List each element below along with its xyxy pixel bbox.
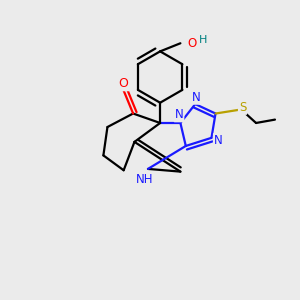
Text: N: N [175, 108, 183, 122]
Text: N: N [192, 91, 201, 104]
Text: S: S [239, 101, 246, 114]
Text: H: H [199, 35, 207, 45]
Text: O: O [119, 77, 129, 90]
Text: NH: NH [136, 173, 153, 186]
Text: O: O [187, 37, 196, 50]
Text: N: N [214, 134, 223, 147]
